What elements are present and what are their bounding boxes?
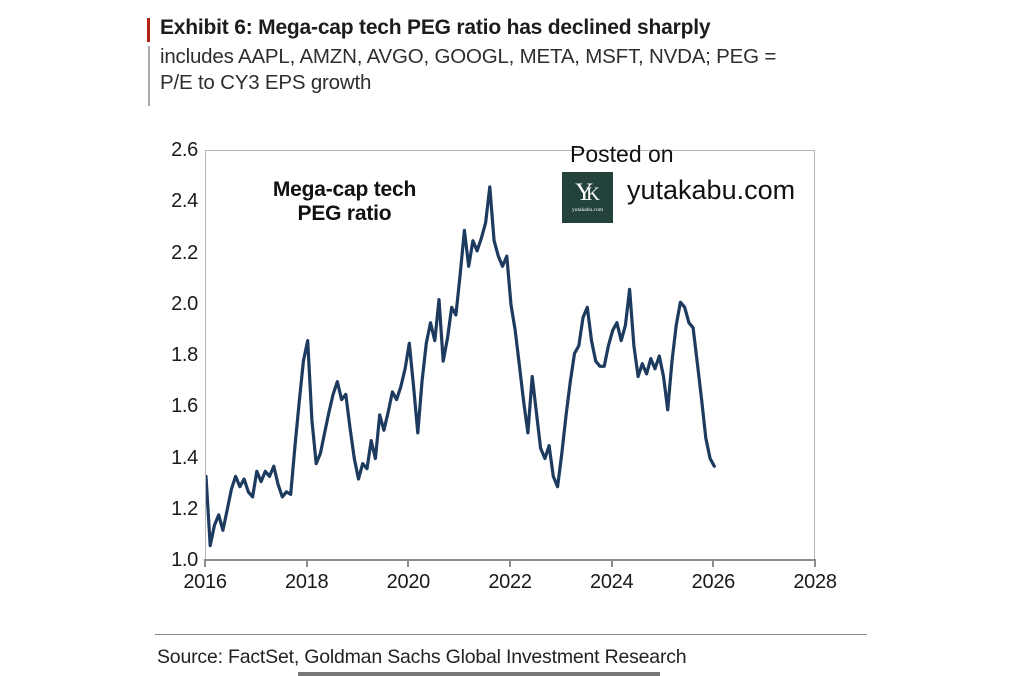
y-axis-tick-label: 1.2 [171,497,198,520]
exhibit-subtitle: includes AAPL, AMZN, AVGO, GOOGL, META, … [160,44,880,96]
source-text: Source: FactSet, Goldman Sachs Global In… [157,646,687,668]
peg-ratio-series-line [206,185,716,548]
plot-area [205,150,815,560]
watermark-posted-on-text: Posted on [570,141,674,167]
x-axis-tick-mark [407,560,410,567]
cropped-bottom-rule [298,672,660,676]
watermark-site-text: yutakabu.com [627,175,796,205]
yutakabu-logo-monogram: YK [575,179,600,206]
x-axis-tick-label: 2018 [285,571,329,593]
x-axis-tick-mark [305,560,308,567]
header: Exhibit 6: Mega-cap tech PEG ratio has d… [160,14,880,96]
exhibit-subtitle-line2: P/E to CY3 EPS growth [160,71,372,94]
y-axis-tick-label: 2.4 [171,190,198,213]
x-axis-tick-label: 2016 [183,571,227,593]
x-axis-tick-label: 2024 [590,571,634,593]
y-axis-tick-label: 2.0 [171,292,198,315]
x-axis-tick-label: 2020 [386,571,431,593]
peg-ratio-line-chart [206,185,716,548]
x-axis-tick-label: 2028 [793,571,837,593]
yutakabu-logo: YK yutakabu.com [562,172,613,223]
x-axis-tick-label: 2026 [691,571,736,593]
chart-annotation: Mega-cap tech PEG ratio [247,178,442,226]
x-axis-tick-mark [509,560,511,567]
y-axis-tick-label: 2.2 [171,241,198,264]
title-accent-bar [147,18,150,42]
y-axis-tick-label: 2.6 [171,139,198,161]
chart-annotation-line1: Mega-cap tech [272,178,417,201]
x-axis-tick-label: 2022 [488,571,532,593]
x-axis-tick-mark [610,560,613,567]
exhibit-title: Exhibit 6: Mega-cap tech PEG ratio has d… [160,16,711,39]
subtitle-accent-line [148,46,150,106]
y-axis-tick-label: 1.8 [171,344,198,366]
yutakabu-logo-caption: yutakabu.com [571,207,603,213]
y-axis-tick-label: 1.0 [171,549,198,571]
source-divider [155,634,867,635]
x-axis-tick-mark [814,560,816,567]
x-axis-tick-mark [204,560,206,567]
y-axis-tick-label: 1.6 [171,395,198,418]
chart-annotation-line2: PEG ratio [297,202,392,225]
y-axis-tick-label: 1.4 [171,446,198,469]
x-axis-tick-mark [712,560,715,567]
exhibit-subtitle-line1: includes AAPL, AMZN, AVGO, GOOGL, META, … [160,45,777,68]
